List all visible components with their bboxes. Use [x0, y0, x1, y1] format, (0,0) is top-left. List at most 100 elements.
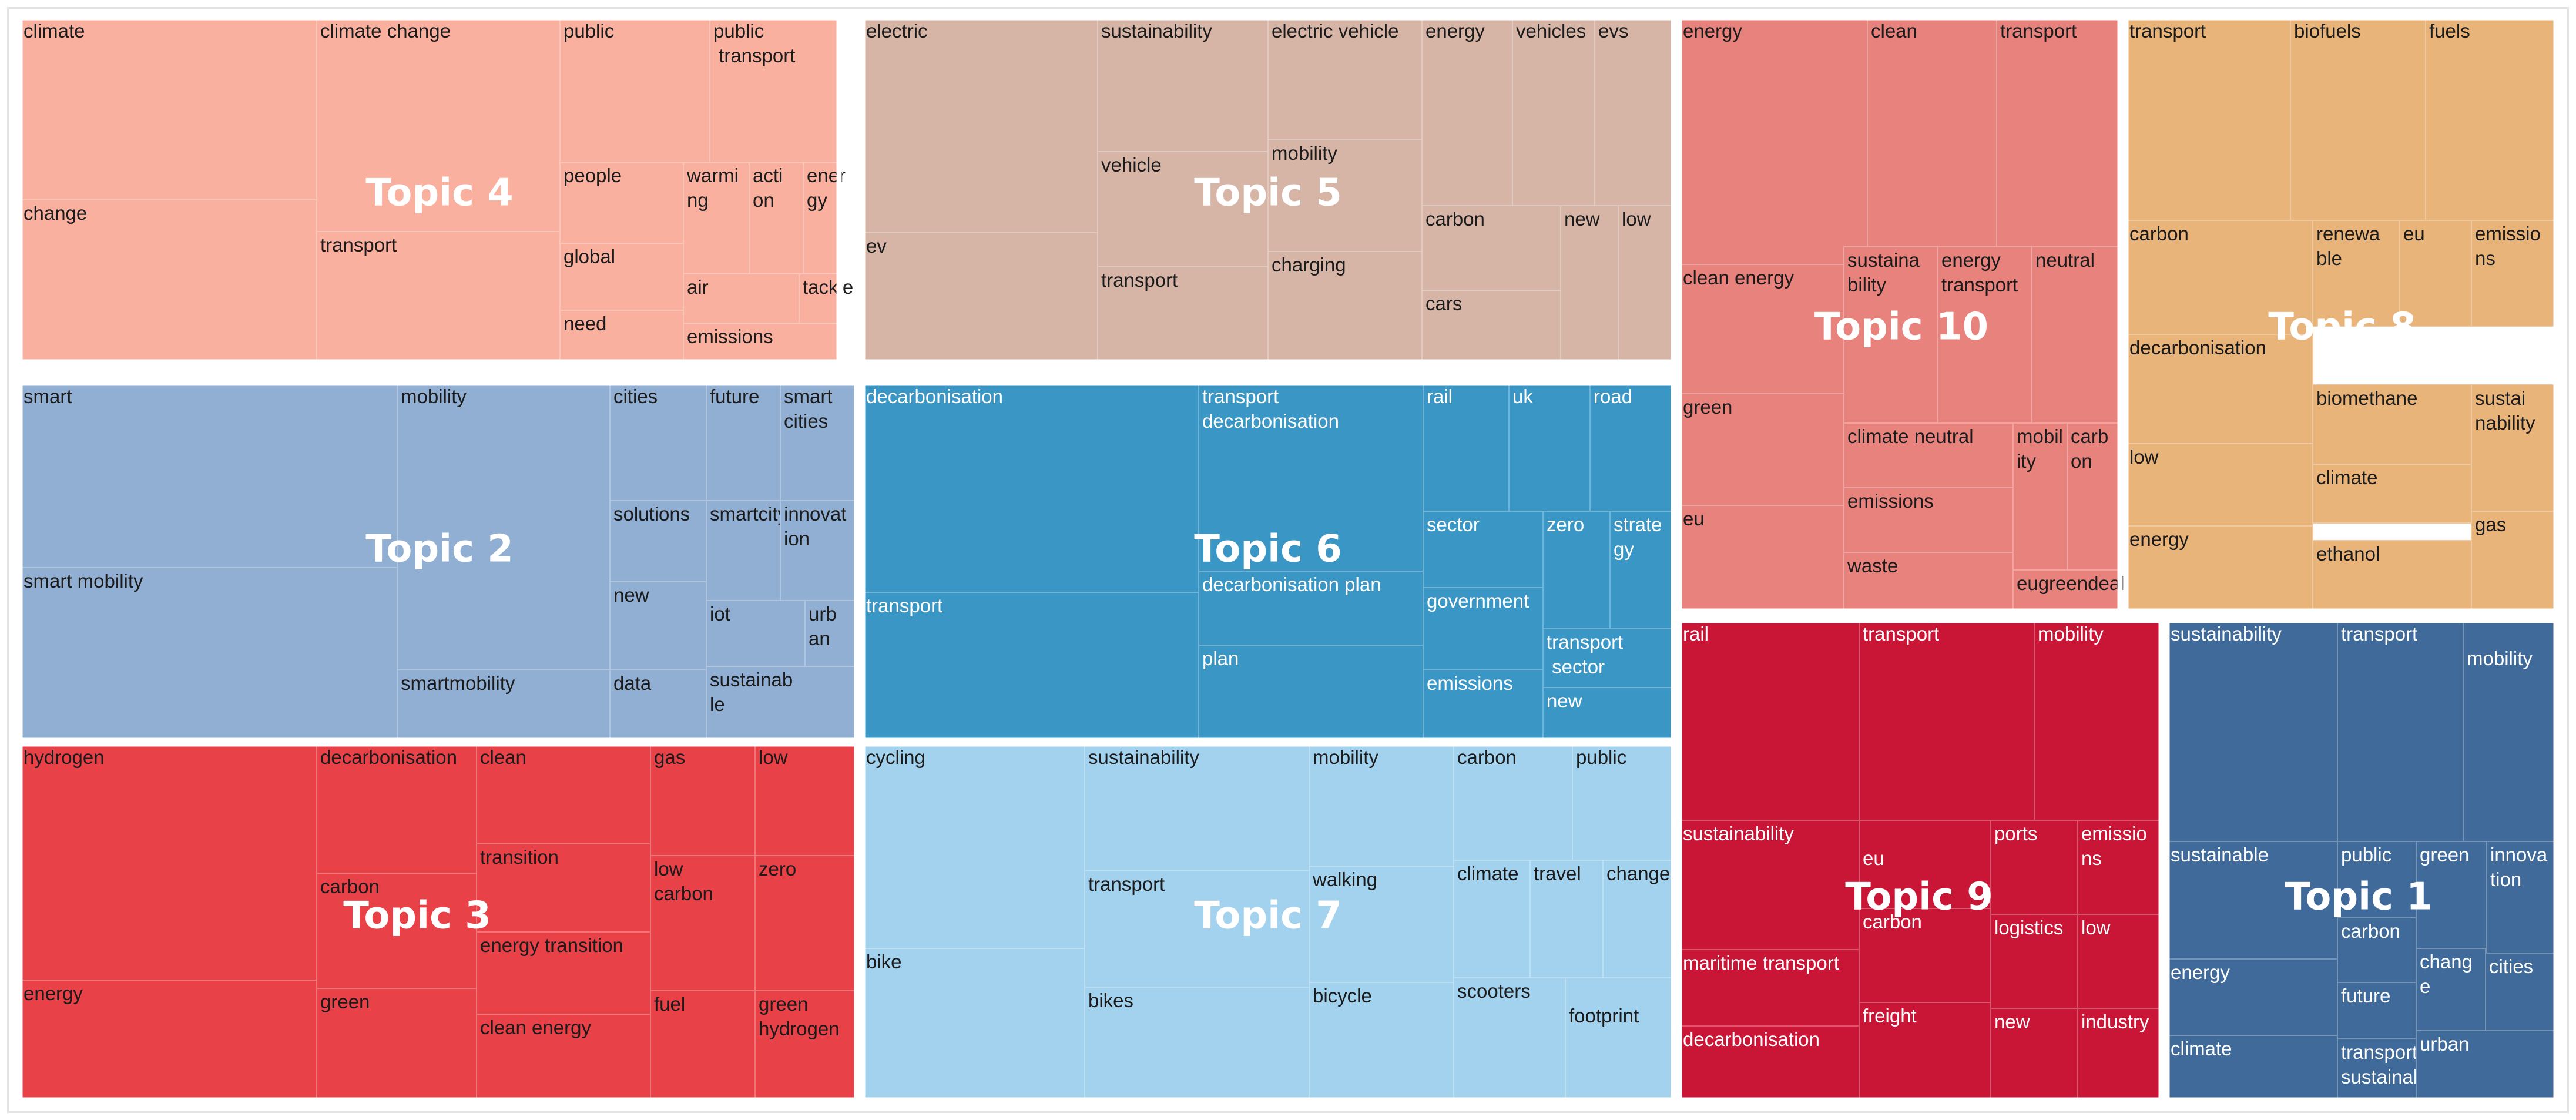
- term-cell[interactable]: [1309, 982, 1454, 1101]
- term-cell[interactable]: [706, 666, 857, 741]
- term-cell[interactable]: [862, 743, 1085, 949]
- term-cell[interactable]: [19, 743, 317, 981]
- term-cell[interactable]: [650, 855, 756, 991]
- term-cell[interactable]: [609, 500, 707, 582]
- term-cell[interactable]: [2425, 17, 2557, 221]
- term-cell[interactable]: [2125, 17, 2291, 221]
- term-cell[interactable]: [862, 383, 1199, 593]
- term-cell[interactable]: [476, 1014, 651, 1101]
- term-cell[interactable]: [1679, 17, 1868, 265]
- term-cell[interactable]: [1990, 914, 2078, 1009]
- term-cell[interactable]: [559, 162, 684, 244]
- term-cell[interactable]: [2337, 841, 2417, 918]
- term-cell[interactable]: [2012, 569, 2121, 612]
- term-cell[interactable]: [706, 600, 806, 667]
- term-cell[interactable]: [706, 383, 781, 501]
- term-cell[interactable]: [559, 310, 684, 363]
- term-cell[interactable]: [1609, 511, 1674, 629]
- term-cell[interactable]: [780, 383, 857, 501]
- term-cell[interactable]: [2471, 384, 2557, 512]
- term-cell[interactable]: [1097, 266, 1269, 363]
- term-cell[interactable]: [397, 669, 611, 741]
- term-cell[interactable]: [2034, 620, 2162, 821]
- term-cell[interactable]: [1859, 820, 1991, 909]
- term-cell[interactable]: [862, 948, 1085, 1101]
- term-cell[interactable]: [19, 567, 398, 741]
- term-cell[interactable]: [2077, 914, 2162, 1009]
- term-cell[interactable]: [1937, 246, 2032, 424]
- term-cell[interactable]: [1084, 987, 1310, 1101]
- term-cell[interactable]: [316, 873, 477, 989]
- term-cell[interactable]: [1423, 511, 1544, 588]
- term-cell[interactable]: [1421, 205, 1561, 291]
- term-cell[interactable]: [1589, 383, 1674, 512]
- term-cell[interactable]: [1996, 17, 2121, 247]
- term-cell[interactable]: [1512, 17, 1595, 206]
- term-cell[interactable]: [1423, 383, 1510, 512]
- term-cell[interactable]: [1453, 743, 1573, 861]
- term-cell[interactable]: [476, 743, 651, 844]
- term-cell[interactable]: [1198, 571, 1424, 646]
- term-cell[interactable]: [2125, 443, 2313, 527]
- term-cell[interactable]: [780, 500, 857, 601]
- term-cell[interactable]: [1530, 860, 1604, 978]
- term-cell[interactable]: [2166, 620, 2338, 842]
- term-cell[interactable]: [19, 199, 317, 363]
- term-cell[interactable]: [683, 273, 800, 324]
- term-cell[interactable]: [559, 243, 684, 311]
- term-cell[interactable]: [1679, 820, 1860, 950]
- term-cell[interactable]: [1097, 151, 1269, 267]
- term-cell[interactable]: [1097, 17, 1269, 152]
- term-cell[interactable]: [316, 988, 477, 1101]
- term-cell[interactable]: [2416, 841, 2487, 949]
- term-cell[interactable]: [1859, 620, 2035, 821]
- term-cell[interactable]: [754, 855, 857, 991]
- term-cell[interactable]: [862, 232, 1098, 363]
- term-cell[interactable]: [650, 743, 756, 856]
- term-cell[interactable]: [2337, 1038, 2417, 1101]
- term-cell[interactable]: [1679, 620, 1860, 821]
- term-cell[interactable]: [609, 383, 707, 501]
- term-cell[interactable]: [1859, 908, 1991, 1003]
- term-cell[interactable]: [1423, 587, 1544, 670]
- term-cell[interactable]: [316, 743, 477, 874]
- term-cell[interactable]: [1198, 383, 1424, 572]
- term-cell[interactable]: [397, 383, 611, 670]
- term-cell[interactable]: [1572, 743, 1674, 861]
- term-cell[interactable]: [476, 843, 651, 933]
- term-cell[interactable]: [2312, 464, 2472, 524]
- term-cell[interactable]: [1990, 820, 2078, 915]
- term-cell[interactable]: [862, 17, 1098, 233]
- term-cell[interactable]: [1421, 290, 1561, 363]
- term-cell[interactable]: [803, 162, 840, 274]
- term-cell[interactable]: [754, 990, 857, 1101]
- term-cell[interactable]: [609, 669, 707, 741]
- term-cell[interactable]: [1542, 511, 1611, 629]
- term-cell[interactable]: [1565, 977, 1674, 1101]
- term-cell[interactable]: [2125, 525, 2313, 612]
- term-cell[interactable]: [1679, 949, 1860, 1027]
- term-cell[interactable]: [2337, 982, 2417, 1039]
- term-cell[interactable]: [799, 273, 840, 324]
- term-cell[interactable]: [1679, 505, 1844, 612]
- term-cell[interactable]: [2416, 1030, 2557, 1101]
- term-cell[interactable]: [862, 592, 1199, 741]
- term-cell[interactable]: [2337, 620, 2464, 842]
- term-cell[interactable]: [2290, 17, 2426, 221]
- term-cell[interactable]: [1990, 1008, 2078, 1101]
- term-cell[interactable]: [1423, 669, 1544, 741]
- term-cell[interactable]: [2125, 220, 2313, 335]
- term-cell[interactable]: [1843, 246, 1938, 424]
- term-cell[interactable]: [2012, 422, 2068, 571]
- term-cell[interactable]: [1421, 17, 1513, 206]
- term-cell[interactable]: [709, 17, 840, 163]
- term-cell[interactable]: [2463, 620, 2557, 842]
- term-cell[interactable]: [19, 17, 317, 200]
- term-cell[interactable]: [2471, 220, 2557, 327]
- term-cell[interactable]: [2416, 948, 2486, 1031]
- term-cell[interactable]: [476, 931, 651, 1015]
- term-cell[interactable]: [1843, 422, 2014, 488]
- term-cell[interactable]: [2166, 841, 2338, 960]
- term-cell[interactable]: [19, 383, 398, 568]
- term-cell[interactable]: [2312, 540, 2472, 612]
